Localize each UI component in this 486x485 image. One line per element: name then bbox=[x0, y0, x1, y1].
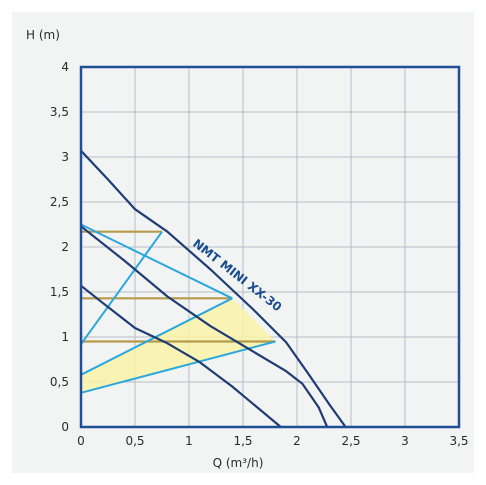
x-tick-labels: 0 0,5 1 1,5 2 2,5 3 3,5 bbox=[77, 434, 468, 448]
plot-frame bbox=[79, 65, 461, 429]
x-tick-label: 3,5 bbox=[449, 434, 468, 448]
y-tick-labels: 0 0,5 1 1,5 2 2,5 3 3,5 4 bbox=[50, 60, 69, 434]
x-tick-label: 3 bbox=[401, 434, 409, 448]
grid bbox=[81, 67, 459, 427]
x-tick-label: 1 bbox=[185, 434, 193, 448]
pump-curves bbox=[80, 149, 347, 428]
chart-container: 0 0,5 1 1,5 2 2,5 3 3,5 0 0,5 1 1,5 2 2,5 3 3,5 4 H (m)… bbox=[12, 12, 474, 473]
series-label: NMT MINI XX-30 bbox=[190, 236, 284, 314]
operating-zone bbox=[81, 298, 276, 393]
control-lines bbox=[80, 223, 276, 394]
x-tick-label: 2 bbox=[293, 434, 301, 448]
control-line bbox=[80, 297, 233, 376]
pump-curve bbox=[80, 225, 329, 428]
pump-curve bbox=[80, 149, 347, 428]
x-tick-label: 2,5 bbox=[341, 434, 360, 448]
plot-border bbox=[79, 65, 461, 429]
y-tick-label: 3,5 bbox=[50, 105, 69, 119]
x-tick-label: 1,5 bbox=[233, 434, 252, 448]
control-line bbox=[80, 231, 163, 345]
x-tick-label: 0,5 bbox=[125, 434, 144, 448]
y-tick-label: 0,5 bbox=[50, 375, 69, 389]
y-tick-label: 1,5 bbox=[50, 285, 69, 299]
y-tick-label: 4 bbox=[61, 60, 69, 74]
y-tick-label: 0 bbox=[61, 420, 69, 434]
y-tick-label: 1 bbox=[61, 330, 69, 344]
control-line bbox=[80, 340, 276, 394]
pump-curve bbox=[80, 284, 282, 428]
y-axis-title: H (m) bbox=[26, 28, 60, 42]
y-tick-label: 2 bbox=[61, 240, 69, 254]
x-axis-title: Q (m³/h) bbox=[213, 456, 264, 470]
control-line bbox=[80, 223, 233, 300]
y-tick-label: 3 bbox=[61, 150, 69, 164]
pump-curve-chart: 0 0,5 1 1,5 2 2,5 3 3,5 0 0,5 1 1,5 2 2,5 3 3,5 4 H (m)… bbox=[26, 28, 469, 470]
y-tick-label: 2,5 bbox=[50, 195, 69, 209]
shaded-area bbox=[81, 298, 276, 393]
x-tick-label: 0 bbox=[77, 434, 85, 448]
